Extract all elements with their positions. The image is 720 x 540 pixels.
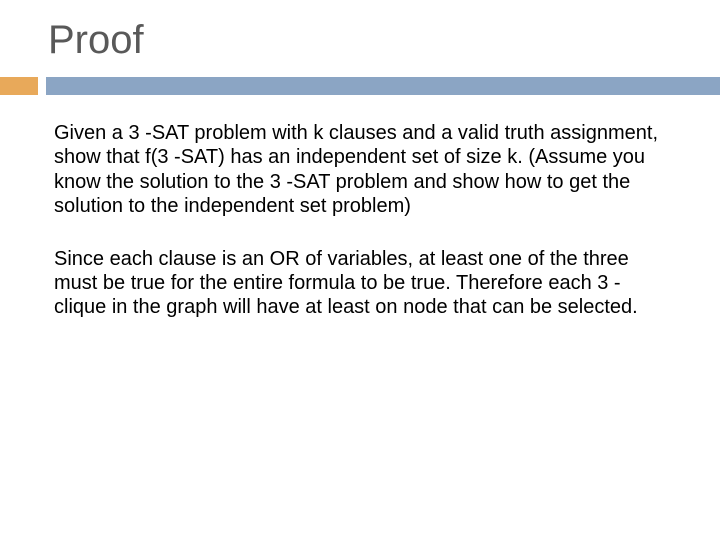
accent-block [0, 77, 38, 95]
paragraph-1: Given a 3 -SAT problem with k clauses an… [54, 121, 668, 219]
body: Given a 3 -SAT problem with k clauses an… [54, 121, 668, 320]
slide: Proof Given a 3 -SAT problem with k clau… [0, 0, 720, 540]
divider [0, 77, 720, 95]
slide-title: Proof [48, 18, 678, 63]
divider-gap [38, 77, 46, 95]
divider-bar [46, 77, 720, 95]
paragraph-2: Since each clause is an OR of variables,… [54, 247, 668, 320]
